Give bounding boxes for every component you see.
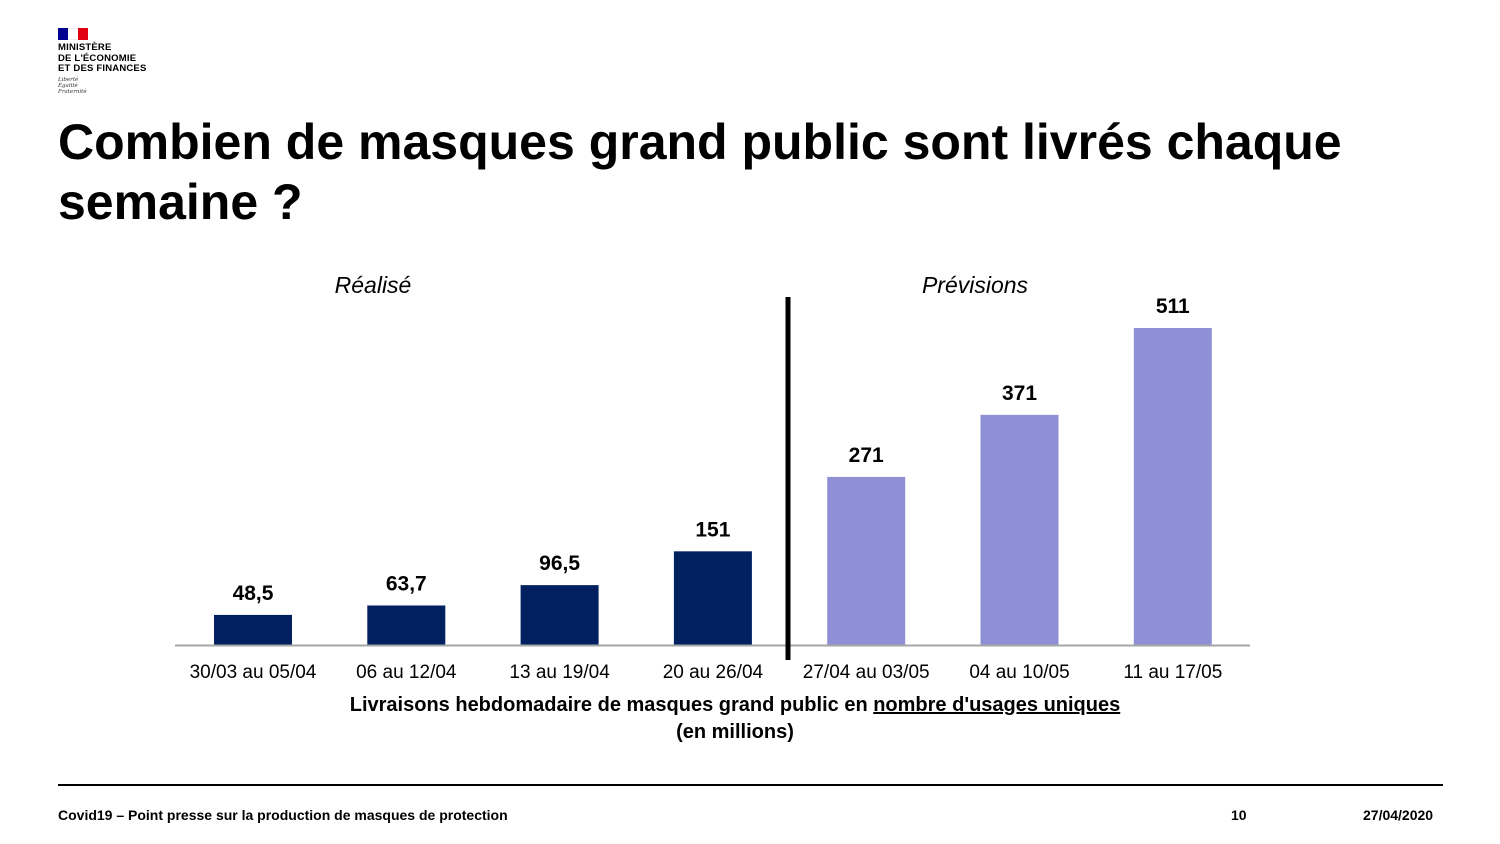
- bar-7: [1133, 328, 1212, 645]
- value-label-2: 63,7: [386, 572, 427, 595]
- bar-6: [980, 414, 1059, 645]
- section-label-previsions: Prévisions: [922, 272, 1029, 298]
- footer-date: 27/04/2020: [1363, 807, 1434, 823]
- category-labels-group: 30/03 au 05/04 06 au 12/04 13 au 19/04 20 a…: [190, 662, 1223, 683]
- bars-group: [214, 328, 1212, 645]
- logo-text: MINISTÈRE DE L'ÉCONOMIE ET DES FINANCES: [58, 42, 147, 74]
- value-label-3: 96,5: [539, 552, 580, 575]
- bar-2: [367, 605, 446, 645]
- bar-3: [520, 585, 599, 645]
- value-label-7: 511: [1156, 295, 1190, 318]
- category-label-2: 06 au 12/04: [356, 662, 457, 683]
- category-label-4: 20 au 26/04: [663, 662, 764, 683]
- value-label-4: 151: [695, 518, 730, 541]
- logo-motto: Liberté Égalité Fraternité: [58, 76, 87, 95]
- bar-5: [827, 476, 906, 645]
- category-label-1: 30/03 au 05/04: [190, 662, 317, 683]
- category-label-3: 13 au 19/04: [509, 662, 610, 683]
- value-labels-group: 48,5 63,7 96,5 151 271 371 511: [233, 295, 1190, 605]
- x-axis-title-underlined: nombre d'usages uniques: [873, 694, 1120, 716]
- value-label-1: 48,5: [233, 582, 274, 605]
- bar-1: [214, 614, 292, 645]
- category-label-5: 27/04 au 03/05: [803, 662, 930, 683]
- footer-text: Covid19 – Point presse sur la production…: [58, 807, 508, 823]
- page-number: 10: [1231, 807, 1247, 823]
- bar-chart: 48,5 63,7 96,5 151 271 371 511 30/03 au 05/04 0…: [175, 272, 1250, 743]
- section-label-realise: Réalisé: [335, 272, 412, 298]
- french-flag-icon: [58, 28, 88, 40]
- ministry-logo: MINISTÈRE DE L'ÉCONOMIE ET DES FINANCES …: [58, 28, 178, 95]
- slide-title: Combien de masques grand public sont liv…: [58, 114, 1342, 230]
- value-label-6: 371: [1002, 382, 1037, 405]
- x-axis-title: Livraisons hebdomadaire de masques grand…: [350, 694, 1121, 716]
- footer-divider: [58, 784, 1443, 786]
- category-label-6: 04 au 10/05: [969, 662, 1069, 683]
- category-label-7: 11 au 17/05: [1123, 662, 1222, 683]
- x-axis-unit: (en millions): [676, 721, 794, 743]
- bar-4: [673, 551, 752, 645]
- value-label-5: 271: [849, 444, 884, 467]
- x-axis-title-main: Livraisons hebdomadaire de masques grand…: [350, 694, 873, 716]
